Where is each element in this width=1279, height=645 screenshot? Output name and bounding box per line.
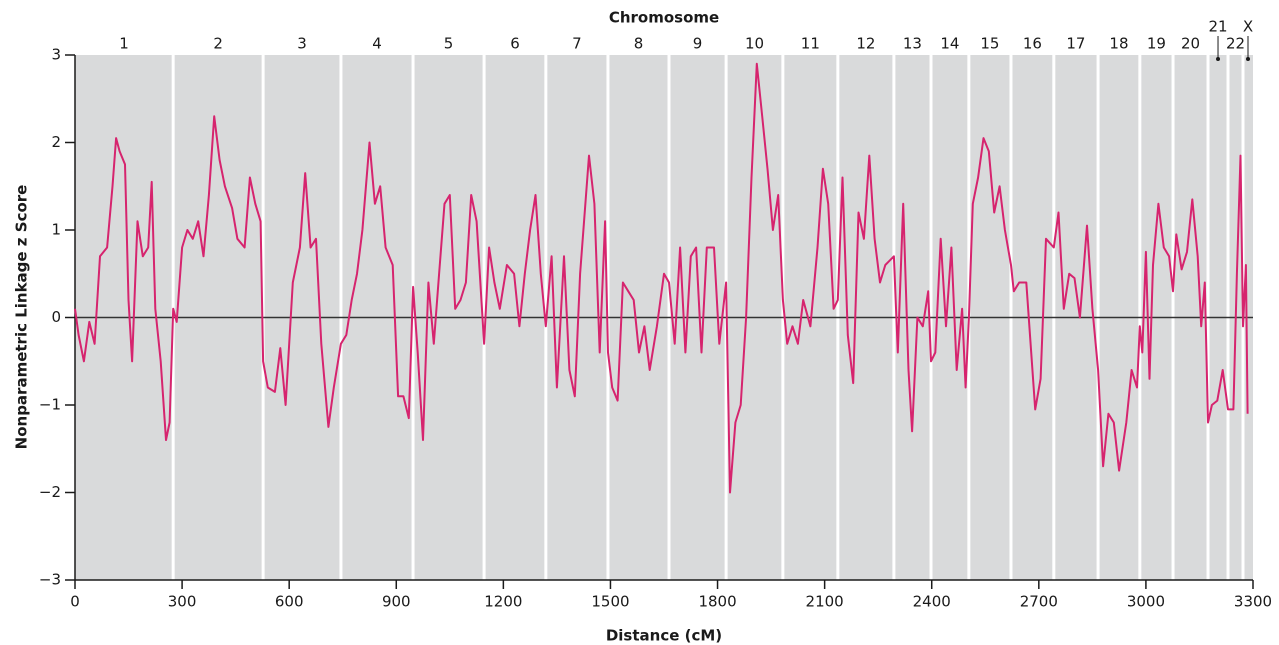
score-line: [74, 62, 1249, 494]
x-tick-label: 1800: [698, 593, 736, 611]
x-tick-label: 1200: [484, 593, 522, 611]
chromosome-label: 4: [372, 35, 382, 53]
chromosome-label: 9: [693, 35, 703, 53]
chromosome-label: 19: [1147, 35, 1166, 53]
chromosome-label: 21: [1208, 18, 1227, 36]
chromosome-label: 6: [510, 35, 520, 53]
y-tick-label: −3: [39, 571, 61, 589]
x-tick-label: 2100: [806, 593, 844, 611]
chromosome-label: 12: [856, 35, 875, 53]
x-tick-label: 3000: [1127, 593, 1165, 611]
chromosome-label: 5: [444, 35, 454, 53]
chromosome-label: 17: [1066, 35, 1085, 53]
chromosome-label: 7: [572, 35, 582, 53]
chart-title: Chromosome: [609, 9, 719, 27]
chromosome-label: 15: [980, 35, 999, 53]
x-tick-label: 0: [70, 593, 80, 611]
x-tick-label: 2400: [913, 593, 951, 611]
x-tick-label: 600: [275, 593, 304, 611]
y-tick-label: 1: [51, 221, 61, 239]
y-tick-label: −1: [39, 396, 61, 414]
x-tick-label: 300: [168, 593, 197, 611]
chromosome-label: 14: [940, 35, 959, 53]
chromosome-label: 1: [119, 35, 129, 53]
x-tick-label: 900: [382, 593, 411, 611]
label-pointer-dot: [1246, 57, 1251, 61]
chromosome-label: 8: [634, 35, 644, 53]
x-tick-label: 1500: [591, 593, 629, 611]
x-axis-label: Distance (cM): [606, 627, 722, 645]
chromosome-label: 16: [1023, 35, 1042, 53]
chromosome-label: 2: [213, 35, 223, 53]
x-tick-label: 3300: [1234, 593, 1272, 611]
chromosome-label: 3: [297, 35, 307, 53]
y-axis-label: Nonparametric Linkage z Score: [13, 185, 31, 450]
y-tick-label: 3: [51, 46, 61, 64]
chromosome-label: 13: [903, 35, 922, 53]
chromosome-label: 11: [801, 35, 820, 53]
chromosome-label: 20: [1181, 35, 1200, 53]
chromosome-label: 22: [1226, 35, 1245, 53]
y-tick-label: 0: [51, 308, 61, 326]
y-tick-label: −2: [39, 483, 61, 501]
y-tick-label: 2: [51, 133, 61, 151]
x-tick-label: 2700: [1020, 593, 1058, 611]
chromosome-label: 18: [1109, 35, 1128, 53]
chromosome-label: X: [1243, 18, 1253, 36]
chromosome-label: 10: [745, 35, 764, 53]
label-pointer-dot: [1216, 57, 1221, 61]
